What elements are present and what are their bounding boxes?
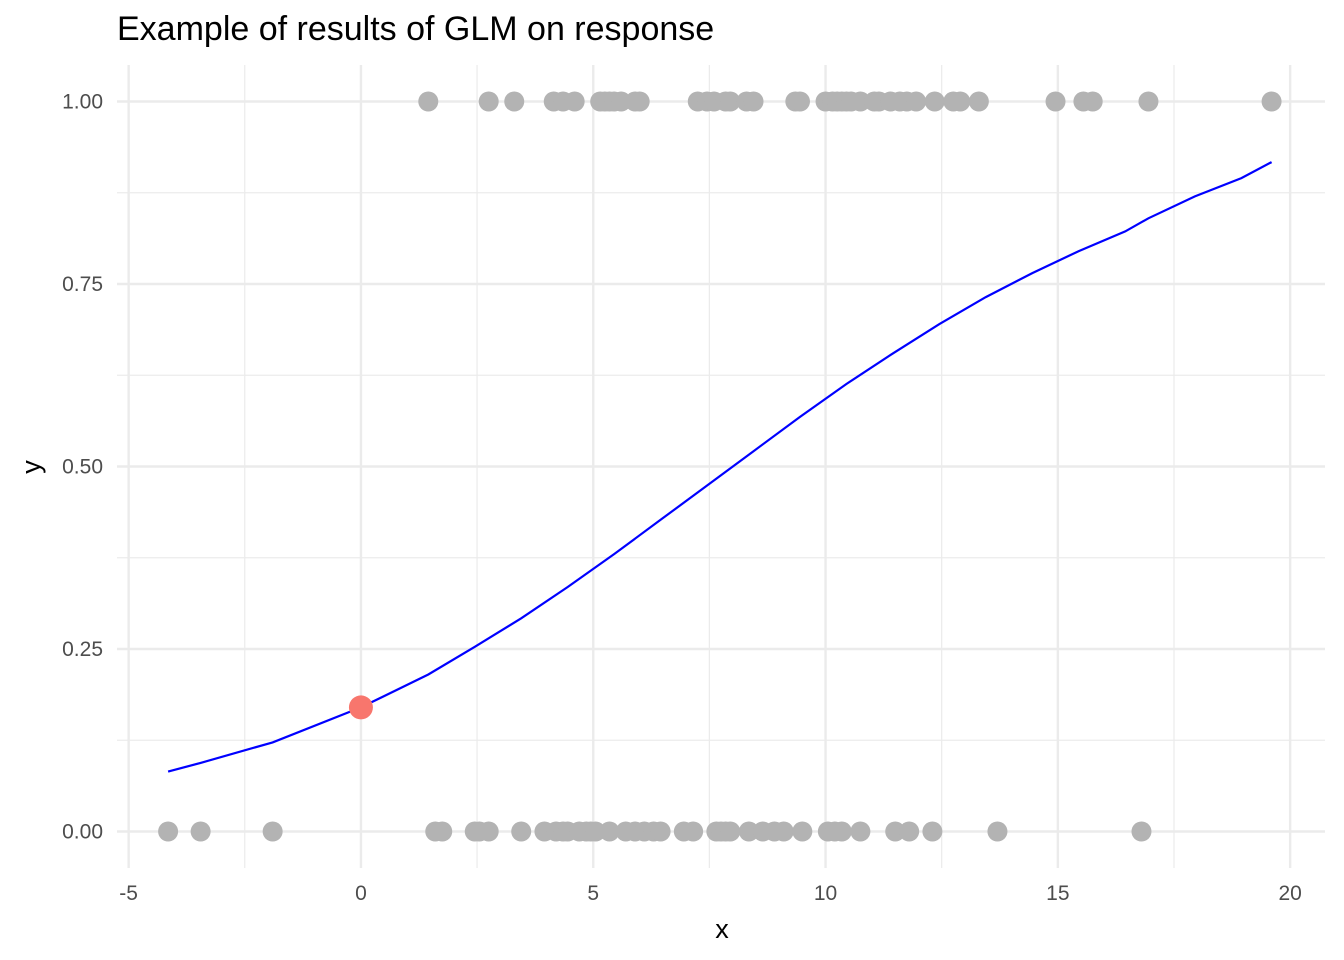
data-point-y0 — [190, 821, 211, 842]
major-grid — [117, 65, 1325, 868]
data-point-y0 — [511, 821, 532, 842]
data-point-y0 — [792, 821, 813, 842]
data-point-y1 — [924, 91, 945, 112]
x-tick-label: 20 — [1278, 882, 1301, 905]
data-point-y1 — [906, 91, 927, 112]
data-point-y0 — [987, 821, 1008, 842]
y-tick-label: 0.50 — [62, 456, 103, 479]
data-point-y0 — [478, 821, 499, 842]
data-point-y0 — [922, 821, 943, 842]
data-point-y1 — [564, 91, 585, 112]
data-point-y0 — [599, 821, 620, 842]
x-tick-label: 0 — [355, 882, 367, 905]
data-point-y1 — [1082, 91, 1103, 112]
data-point-y0 — [683, 821, 704, 842]
data-point-y0 — [831, 821, 852, 842]
y-tick-label: 1.00 — [62, 91, 103, 114]
data-point-y1 — [504, 91, 525, 112]
fitted-curve-layer — [167, 161, 1273, 773]
y-tick-label: 0.00 — [62, 821, 103, 844]
y-tick-label: 0.75 — [62, 273, 103, 296]
data-point-y1 — [968, 91, 989, 112]
x-tick-label: 10 — [814, 882, 837, 905]
y-axis-label: y — [16, 460, 46, 474]
data-point-y0 — [432, 821, 453, 842]
data-point-y0 — [650, 821, 671, 842]
data-point-y1 — [611, 91, 632, 112]
x-axis-label: x — [715, 914, 729, 944]
data-point-y1 — [478, 91, 499, 112]
data-point-y0 — [738, 821, 759, 842]
chart-title: Example of results of GLM on response — [117, 10, 715, 48]
fitted-curve — [167, 161, 1273, 773]
x-tick-label: -5 — [119, 882, 138, 905]
data-point-y1 — [743, 91, 764, 112]
data-point-y0 — [1131, 821, 1152, 842]
y-axis-ticks: 0.00 0.25 0.50 0.75 1.00 — [62, 91, 103, 844]
points-layer — [158, 91, 1282, 842]
data-point-y1 — [950, 91, 971, 112]
highlight-point — [348, 695, 373, 720]
data-point-y1 — [720, 91, 741, 112]
data-point-y0 — [885, 821, 906, 842]
data-point-y0 — [585, 821, 606, 842]
data-point-y1 — [850, 91, 871, 112]
highlight-layer — [348, 695, 373, 720]
data-point-y0 — [158, 821, 179, 842]
x-tick-label: 15 — [1046, 882, 1069, 905]
data-point-y1 — [1138, 91, 1159, 112]
data-point-y1 — [629, 91, 650, 112]
data-point-y0 — [262, 821, 283, 842]
data-point-y1 — [1261, 91, 1282, 112]
data-point-y0 — [773, 821, 794, 842]
data-point-y1 — [789, 91, 810, 112]
data-point-y0 — [899, 821, 920, 842]
data-point-y1 — [418, 91, 439, 112]
data-point-y0 — [720, 821, 741, 842]
data-point-y0 — [850, 821, 871, 842]
x-tick-label: 5 — [587, 882, 599, 905]
y-tick-label: 0.25 — [62, 638, 103, 661]
data-point-y1 — [1045, 91, 1066, 112]
x-axis-ticks: -5 0 5 10 15 20 — [119, 882, 1302, 905]
